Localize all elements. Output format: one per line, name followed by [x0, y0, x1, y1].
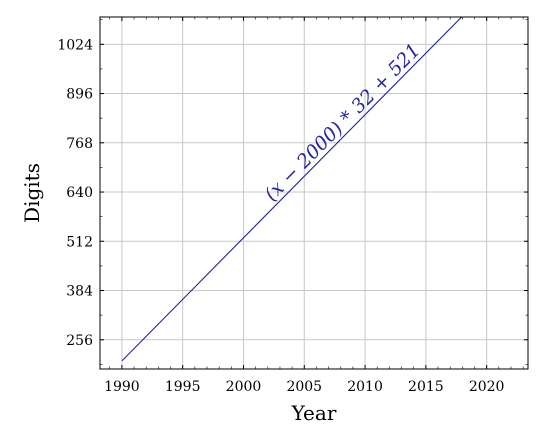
y-tick-label: 768	[66, 136, 93, 152]
x-tick-label: 2020	[469, 379, 505, 395]
y-tick-label: 512	[66, 234, 93, 250]
x-tick-label: 1990	[104, 379, 140, 395]
x-tick-label: 1995	[165, 379, 201, 395]
x-tick-label: 2010	[347, 379, 383, 395]
x-tick-label: 2015	[408, 379, 444, 395]
x-axis-label: Year	[291, 401, 337, 425]
ticks	[100, 17, 528, 369]
y-tick-labels: 256 384 512 640 768 896 1024	[57, 37, 93, 348]
y-tick-label: 1024	[57, 37, 93, 53]
y-tick-label: 896	[66, 87, 93, 103]
x-tick-label: 2005	[286, 379, 322, 395]
y-tick-label: 384	[66, 284, 93, 300]
y-tick-label: 640	[66, 185, 93, 201]
series-layer	[121, 17, 463, 362]
series-line	[121, 17, 463, 362]
plot-frame	[99, 16, 529, 370]
x-tick-label: 2000	[226, 379, 262, 395]
x-tick-labels: 1990 1995 2000 2005 2010 2015 2020	[104, 379, 504, 395]
y-axis-label: Digits	[20, 163, 44, 223]
formula-annotation: (x − 2000) * 32 + 521	[260, 39, 425, 205]
grid	[100, 17, 528, 369]
y-tick-label: 256	[66, 333, 93, 349]
